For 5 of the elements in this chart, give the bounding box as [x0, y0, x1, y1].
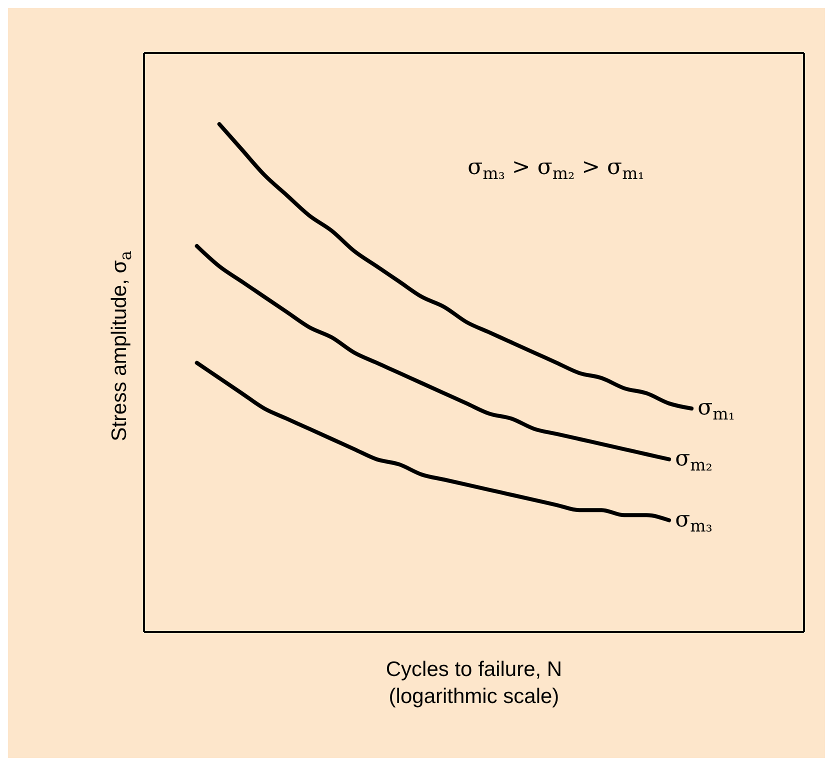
- annotation: σ$_{m₃}$ > σ$_{m₂}$ > σ$_{m₁}$: [468, 155, 644, 184]
- x-axis-title: Cycles to failure, N (logarithmic scale): [386, 658, 562, 708]
- series-label: σ$_{m₂}$: [675, 446, 712, 474]
- series-label: σ$_{m₁}$: [698, 396, 735, 424]
- series-label: σ$_{m₃}$: [675, 507, 712, 536]
